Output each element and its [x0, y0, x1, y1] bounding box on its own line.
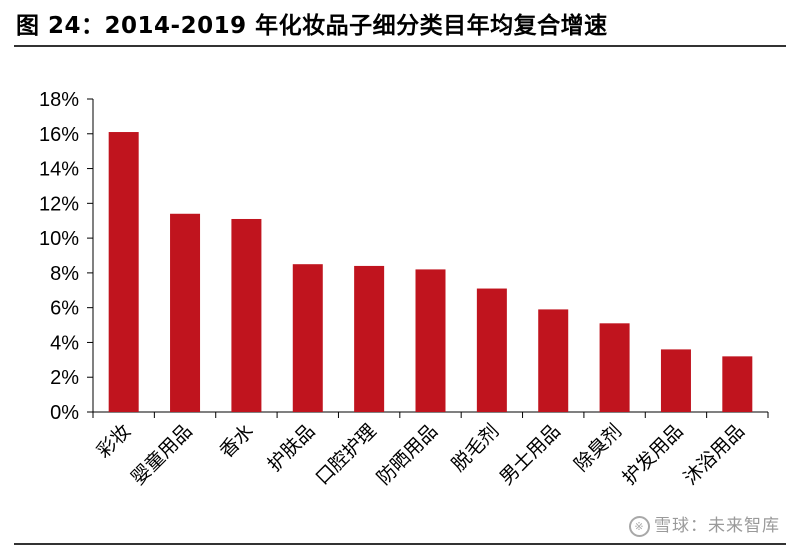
bar	[476, 288, 507, 412]
x-tick-label: 彩妆	[93, 420, 135, 462]
watermark: ※ 雪球：未来智库	[629, 511, 780, 537]
bar	[722, 356, 753, 412]
bar	[538, 309, 569, 412]
snowball-logo-icon: ※	[629, 516, 650, 537]
bar	[231, 218, 262, 412]
bar	[354, 265, 385, 412]
x-tick-label: 男士用品	[495, 420, 564, 489]
x-tick-label: 护发用品	[618, 420, 687, 489]
y-tick-label: 10%	[39, 228, 79, 250]
title-divider	[14, 45, 786, 47]
y-tick-label: 8%	[50, 263, 79, 285]
x-tick-label: 沐浴用品	[680, 420, 749, 489]
x-tick-label: 防晒用品	[373, 420, 442, 489]
x-tick-label: 口腔护理	[311, 420, 380, 489]
bar	[292, 264, 323, 412]
chart-title: 图 24：2014-2019 年化妆品子细分类目年均复合增速	[16, 13, 608, 39]
y-tick-label: 12%	[39, 193, 79, 215]
y-tick-label: 4%	[50, 332, 79, 354]
bar	[599, 323, 630, 412]
y-tick-label: 2%	[50, 367, 79, 389]
y-tick-label: 6%	[50, 298, 79, 320]
bar	[415, 269, 446, 412]
y-tick-label: 18%	[39, 89, 79, 111]
x-tick-label: 婴童用品	[127, 420, 196, 489]
bottom-divider	[14, 543, 786, 545]
watermark-text: 雪球：未来智库	[654, 516, 780, 536]
x-tick-label: 除臭剂	[570, 420, 626, 476]
bar	[170, 213, 201, 412]
y-tick-label: 14%	[39, 159, 79, 181]
y-tick-label: 0%	[50, 402, 79, 424]
x-tick-label: 护肤品	[263, 420, 319, 476]
bar	[108, 132, 139, 413]
x-tick-label: 香水	[216, 420, 258, 462]
x-tick-label: 脱毛剂	[448, 420, 504, 476]
bar	[660, 349, 691, 412]
y-tick-label: 16%	[39, 124, 79, 146]
